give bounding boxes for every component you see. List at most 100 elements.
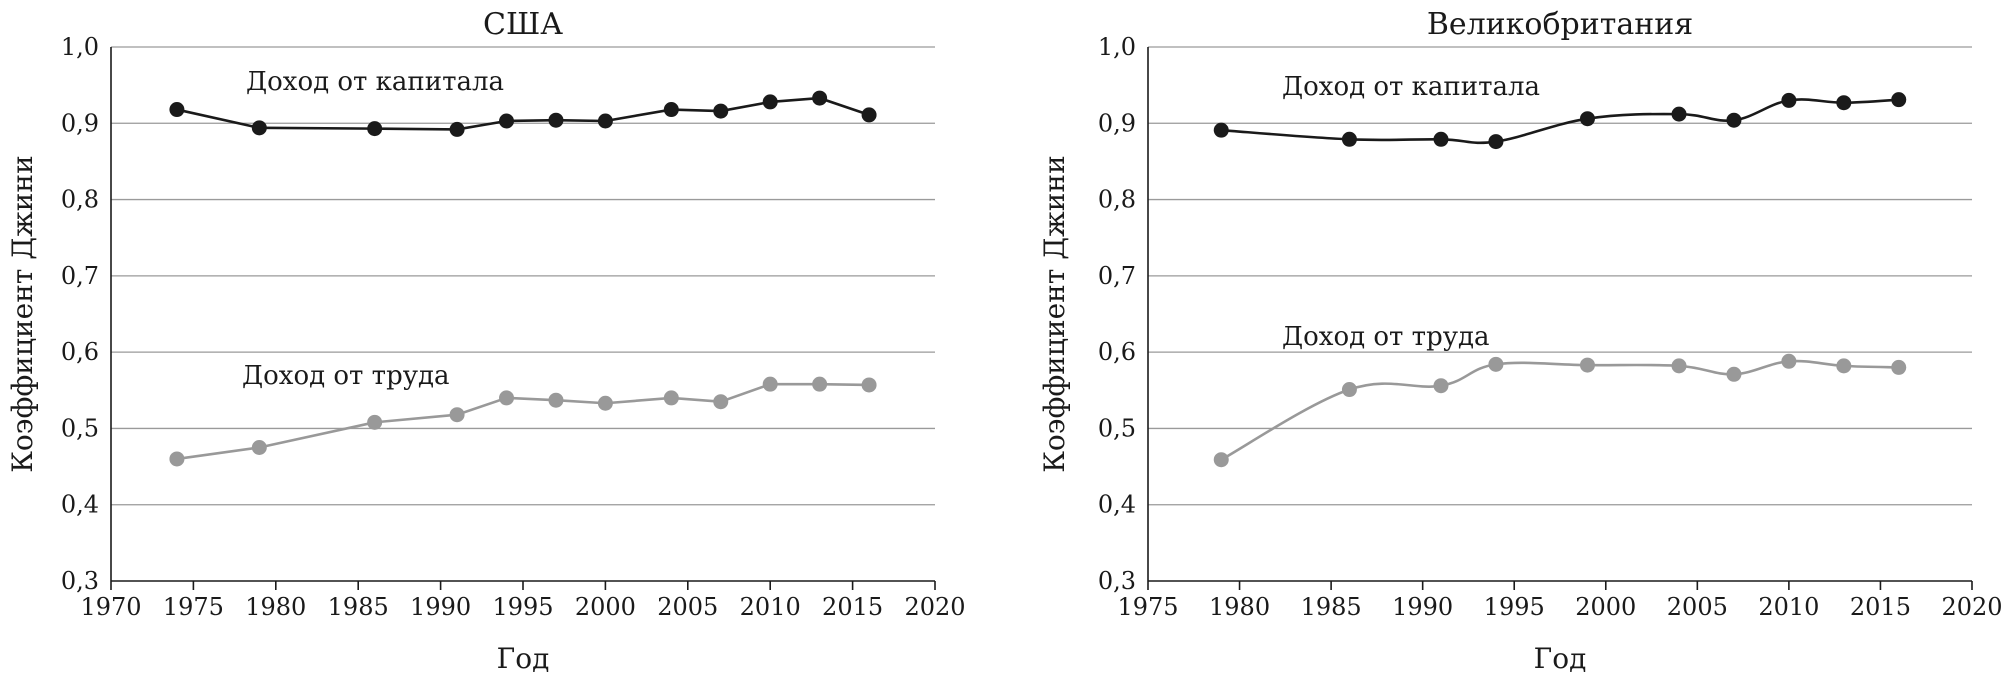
data-point: [1579, 357, 1595, 373]
y-tick-label: 0,5: [1098, 414, 1136, 442]
data-point: [762, 94, 778, 110]
x-tick-label: 1980: [1209, 593, 1270, 621]
y-tick-label: 0,6: [61, 338, 99, 366]
series-line: [1221, 98, 1899, 145]
data-point: [499, 390, 515, 406]
x-tick-label: 2020: [904, 593, 965, 621]
data-point: [1341, 382, 1357, 398]
data-point: [663, 390, 679, 406]
data-point: [1671, 358, 1687, 374]
data-point: [861, 377, 877, 393]
data-point: [713, 394, 729, 410]
y-axis-title: Коэффициент Джини: [6, 155, 39, 473]
data-point: [449, 121, 465, 137]
data-point: [861, 107, 877, 123]
y-tick-label: 0,7: [61, 262, 99, 290]
series-label: Доход от труда: [242, 361, 450, 391]
data-point: [367, 414, 383, 430]
x-tick-label: 2010: [740, 593, 801, 621]
data-point: [169, 451, 185, 467]
y-tick-label: 1,0: [1098, 33, 1136, 61]
chart-title: США: [483, 7, 563, 42]
data-point: [1433, 131, 1449, 147]
x-tick-label: 1985: [328, 593, 389, 621]
x-tick-label: 2000: [1575, 593, 1636, 621]
y-tick-label: 0,7: [1098, 262, 1136, 290]
x-tick-label: 2020: [1941, 593, 2002, 621]
data-point: [1781, 353, 1797, 369]
x-tick-label: 1980: [245, 593, 306, 621]
data-point: [1836, 95, 1852, 111]
data-point: [1836, 358, 1852, 374]
data-point: [251, 120, 267, 136]
chart-panel-0: 0,3 0,4 0,5 0,6 0,7 0,8 0,9 1,0 1970 1975 1980 1985…: [6, 7, 966, 675]
data-point: [713, 103, 729, 119]
data-point: [449, 407, 465, 423]
data-point: [597, 113, 613, 129]
x-tick-label: 2005: [1667, 593, 1728, 621]
data-point: [1781, 92, 1797, 108]
x-axis-title: Год: [1534, 642, 1587, 675]
y-tick-label: 0,9: [1098, 109, 1136, 137]
series-label: Доход от капитала: [246, 67, 504, 97]
data-point: [597, 395, 613, 411]
x-tick-label: 2005: [657, 593, 718, 621]
data-point: [169, 102, 185, 118]
y-tick-label: 0,4: [61, 491, 99, 519]
series-label: Доход от капитала: [1282, 72, 1540, 102]
data-point: [1579, 111, 1595, 127]
x-tick-label: 1990: [410, 593, 471, 621]
data-point: [367, 121, 383, 137]
y-tick-label: 0,6: [1098, 338, 1136, 366]
data-point: [1891, 359, 1907, 375]
data-point: [1341, 131, 1357, 147]
data-point: [499, 113, 515, 129]
x-tick-label: 2000: [575, 593, 636, 621]
y-tick-label: 1,0: [61, 33, 99, 61]
x-tick-label: 2010: [1758, 593, 1819, 621]
series-label: Доход от труда: [1282, 322, 1490, 352]
x-tick-label: 1985: [1301, 593, 1362, 621]
series-line: [1220, 359, 1899, 461]
series-line: [176, 96, 870, 131]
data-point: [1726, 112, 1742, 128]
x-tick-label: 2015: [822, 593, 883, 621]
chart-panel-1: 0,3 0,4 0,5 0,6 0,7 0,8 0,9 1,0 1975 1980 1985 1990…: [1038, 7, 2003, 675]
x-tick-label: 1975: [1117, 593, 1178, 621]
x-tick-label: 1975: [163, 593, 224, 621]
data-point: [548, 112, 564, 128]
x-tick-label: 2015: [1850, 593, 1911, 621]
y-tick-label: 0,5: [61, 414, 99, 442]
y-tick-label: 0,8: [61, 186, 99, 214]
data-point: [1891, 92, 1907, 108]
y-tick-label: 0,8: [1098, 186, 1136, 214]
y-axis-title: Коэффициент Джини: [1038, 155, 1071, 473]
x-axis-title: Год: [497, 642, 550, 675]
x-tick-label: 1995: [492, 593, 553, 621]
chart-title: Великобритания: [1427, 7, 1693, 42]
data-point: [1213, 122, 1229, 138]
x-tick-label: 1970: [80, 593, 141, 621]
data-point: [1488, 134, 1504, 150]
data-point: [1726, 366, 1742, 382]
y-tick-label: 0,9: [61, 109, 99, 137]
data-point: [812, 376, 828, 392]
data-point: [1671, 106, 1687, 122]
data-point: [1213, 452, 1229, 468]
y-tick-label: 0,4: [1098, 491, 1136, 519]
y-tick-label: 0,3: [1098, 567, 1136, 595]
series-1: Доход от труда: [1213, 322, 1907, 468]
data-point: [548, 392, 564, 408]
data-point: [1488, 356, 1504, 372]
series-0: Доход от капитала: [169, 67, 877, 137]
series-0: Доход от капитала: [1213, 72, 1907, 150]
data-point: [762, 376, 778, 392]
data-point: [1433, 378, 1449, 394]
data-point: [663, 102, 679, 118]
x-tick-label: 1995: [1484, 593, 1545, 621]
y-tick-label: 0,3: [61, 567, 99, 595]
series-1: Доход от труда: [169, 361, 877, 467]
series-line: [176, 382, 870, 461]
data-point: [251, 440, 267, 455]
